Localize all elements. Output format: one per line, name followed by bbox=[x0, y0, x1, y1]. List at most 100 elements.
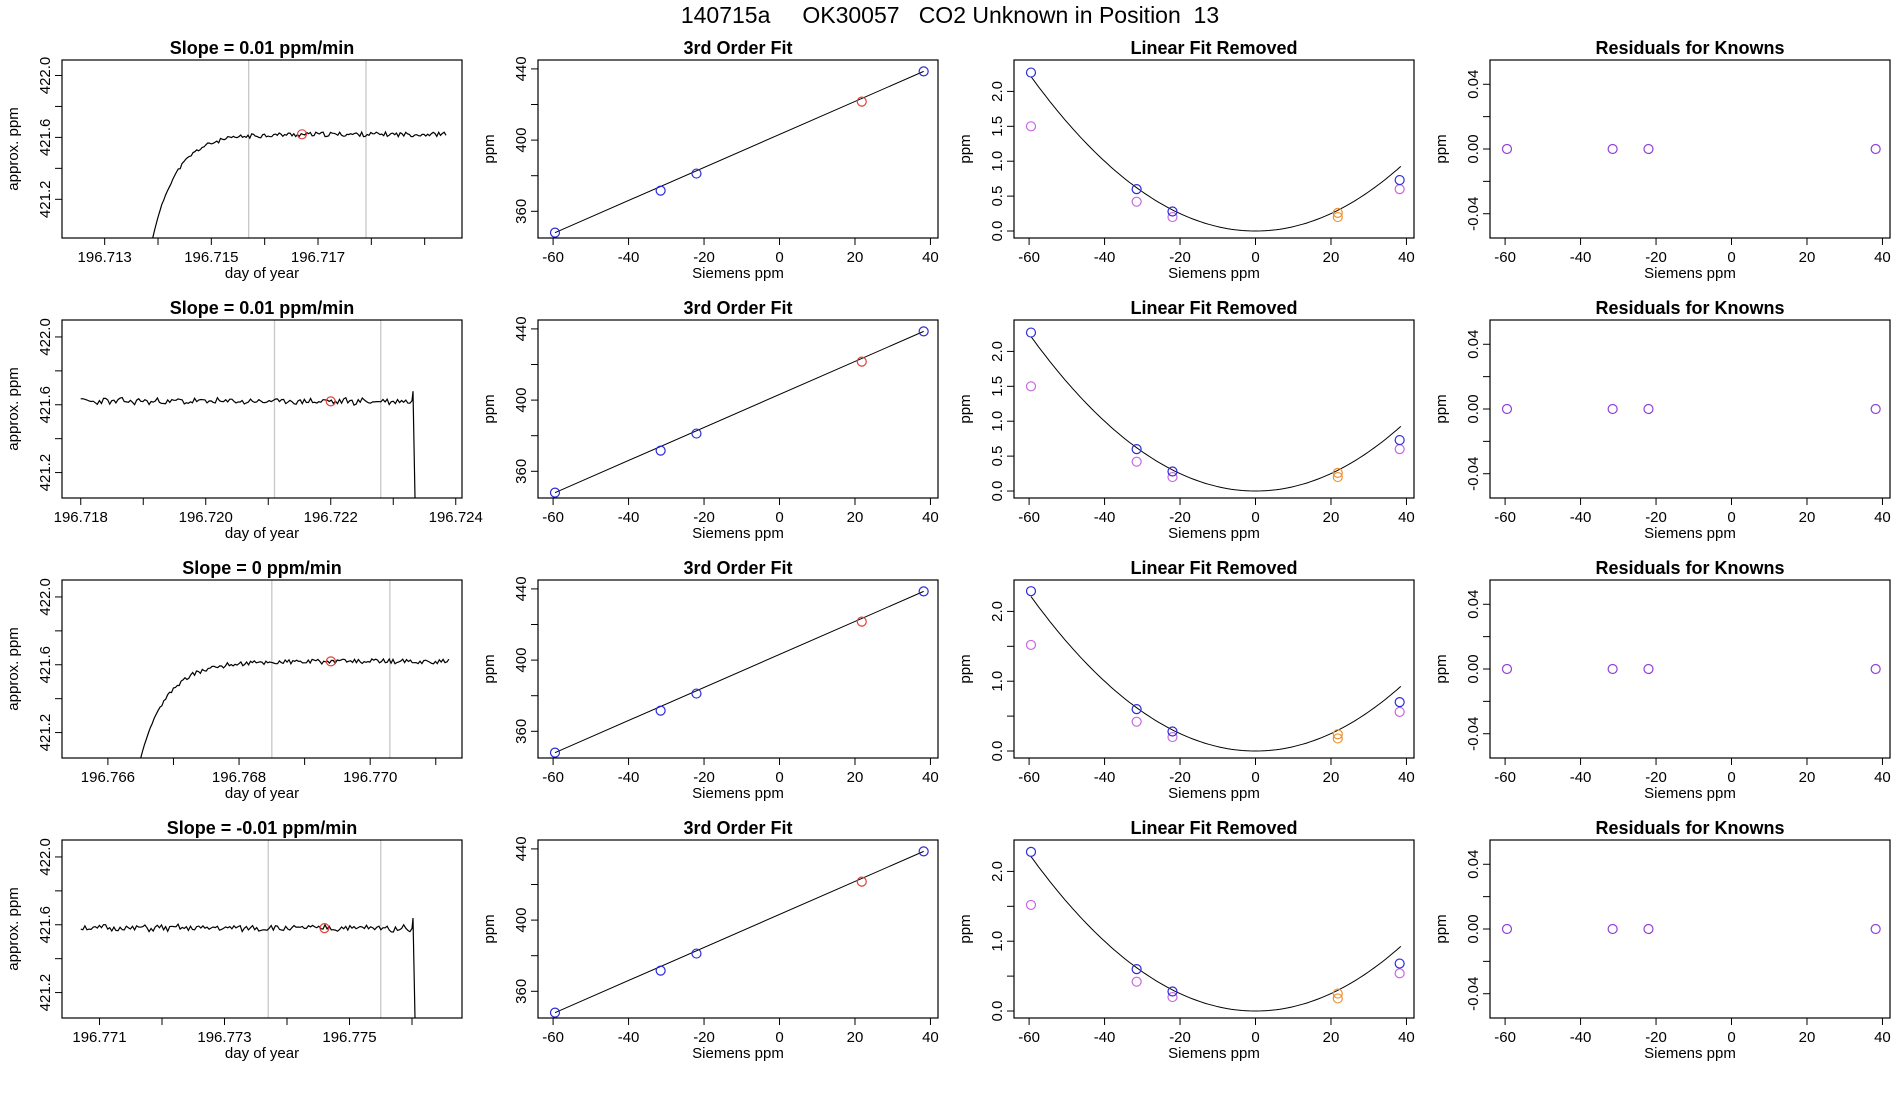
x-tick-label: 0 bbox=[775, 1029, 783, 1046]
x-tick-label: 0 bbox=[1251, 509, 1259, 526]
x-axis-label: Siemens ppm bbox=[692, 525, 784, 542]
removed-point bbox=[1167, 991, 1178, 1003]
x-tick-label: 196.724 bbox=[429, 509, 483, 526]
plot-frame bbox=[1489, 59, 1891, 239]
x-axis-label: day of year bbox=[225, 1045, 299, 1062]
plot-frame bbox=[1489, 579, 1891, 759]
x-axis-label: day of year bbox=[225, 785, 299, 802]
x-tick-label: -60 bbox=[542, 769, 564, 786]
x-tick-label: 40 bbox=[1398, 509, 1415, 526]
x-axis-label: Siemens ppm bbox=[1168, 265, 1260, 282]
residual-point bbox=[1643, 143, 1654, 155]
panel-r2-lin: Linear Fit Removed -60 -40 -20 0 20 40 0.0 0.5 1.… bbox=[957, 298, 1415, 542]
y-tick-label: 2.0 bbox=[989, 81, 1006, 102]
y-tick-label: 360 bbox=[513, 979, 530, 1004]
panel-r4-res: Residuals for Knowns -60 -40 -20 0 20 40 -0.04 0… bbox=[1433, 818, 1891, 1062]
plot-area bbox=[549, 326, 929, 498]
removed-point bbox=[1167, 471, 1178, 483]
data-trace bbox=[140, 657, 450, 758]
known-point bbox=[549, 747, 561, 758]
y-tick-label: 0.5 bbox=[989, 186, 1006, 207]
x-tick-label: -40 bbox=[618, 1029, 640, 1046]
sample-marker bbox=[325, 656, 336, 667]
known-point bbox=[549, 487, 561, 498]
y-axis-label: ppm bbox=[1433, 654, 1450, 683]
panel-title: 3rd Order Fit bbox=[683, 818, 792, 838]
x-tick-label: 20 bbox=[847, 249, 864, 266]
known-point bbox=[1167, 466, 1178, 477]
fit-curve bbox=[1030, 856, 1402, 1012]
residual-point bbox=[1870, 143, 1881, 155]
removed-point bbox=[1025, 639, 1037, 651]
x-tick-label: -40 bbox=[618, 509, 640, 526]
sample-point bbox=[856, 876, 867, 887]
x-tick-label: 0 bbox=[775, 249, 783, 266]
y-tick-label: 0.0 bbox=[989, 1001, 1006, 1022]
y-axis-label: ppm bbox=[481, 654, 498, 683]
x-axis-label: Siemens ppm bbox=[1168, 525, 1260, 542]
x-tick-label: -40 bbox=[1570, 249, 1592, 266]
residual-point bbox=[1501, 403, 1513, 415]
panel-title: 3rd Order Fit bbox=[683, 38, 792, 58]
plot-area bbox=[1501, 923, 1881, 935]
panel-title: 3rd Order Fit bbox=[683, 298, 792, 318]
x-tick-label: 196.775 bbox=[322, 1029, 376, 1046]
x-tick-label: 196.715 bbox=[184, 249, 238, 266]
removed-point bbox=[1131, 196, 1142, 207]
x-tick-label: -20 bbox=[693, 1029, 715, 1046]
y-tick-label: 0.00 bbox=[1465, 654, 1482, 683]
y-axis-label: ppm bbox=[481, 394, 498, 423]
y-tick-label: 1.0 bbox=[989, 151, 1006, 172]
y-tick-label: 440 bbox=[513, 56, 530, 81]
residual-point bbox=[1643, 403, 1654, 415]
sample-point bbox=[856, 616, 867, 627]
x-tick-label: 40 bbox=[1874, 249, 1891, 266]
plot-frame bbox=[1013, 319, 1415, 499]
known-point bbox=[918, 586, 929, 597]
x-tick-label: 20 bbox=[1799, 249, 1816, 266]
x-tick-label: 0 bbox=[775, 769, 783, 786]
x-tick-label: -40 bbox=[1094, 509, 1116, 526]
residual-point bbox=[1643, 663, 1654, 675]
y-tick-label: -0.04 bbox=[1465, 717, 1482, 751]
panel-title: Linear Fit Removed bbox=[1130, 38, 1297, 58]
y-tick-label: 400 bbox=[513, 908, 530, 933]
y-tick-label: 400 bbox=[513, 128, 530, 153]
sample-point bbox=[856, 356, 867, 367]
y-tick-label: -0.04 bbox=[1465, 977, 1482, 1011]
panel-title: Slope = 0 ppm/min bbox=[182, 558, 342, 578]
y-tick-label: 400 bbox=[513, 388, 530, 413]
y-axis-label: ppm bbox=[481, 914, 498, 943]
data-trace bbox=[152, 130, 447, 238]
x-axis-label: Siemens ppm bbox=[1644, 1045, 1736, 1062]
y-axis-label: approx. ppm bbox=[5, 367, 22, 450]
y-tick-label: 1.0 bbox=[989, 671, 1006, 692]
plot-area bbox=[1501, 143, 1881, 155]
y-axis-label: approx. ppm bbox=[5, 107, 22, 190]
y-axis-label: ppm bbox=[1433, 134, 1450, 163]
plot-frame bbox=[1013, 839, 1415, 1019]
data-trace bbox=[80, 391, 416, 498]
x-tick-label: -60 bbox=[542, 1029, 564, 1046]
x-tick-label: 0 bbox=[775, 509, 783, 526]
fit-curve bbox=[1030, 336, 1402, 492]
x-tick-label: -20 bbox=[1645, 509, 1667, 526]
y-axis-label: ppm bbox=[957, 394, 974, 423]
residual-point bbox=[1643, 923, 1654, 935]
removed-point bbox=[1025, 121, 1037, 132]
x-tick-label: 196.722 bbox=[304, 509, 358, 526]
residual-point bbox=[1870, 403, 1881, 415]
x-tick-label: 20 bbox=[1323, 509, 1340, 526]
x-tick-label: 196.768 bbox=[212, 769, 266, 786]
y-tick-label: 421.2 bbox=[37, 974, 54, 1012]
panel-title: Residuals for Knowns bbox=[1595, 818, 1784, 838]
y-tick-label: -0.04 bbox=[1465, 197, 1482, 231]
x-axis-label: Siemens ppm bbox=[692, 785, 784, 802]
x-tick-label: 40 bbox=[1874, 769, 1891, 786]
x-tick-label: 20 bbox=[847, 1029, 864, 1046]
known-point bbox=[1131, 184, 1142, 195]
x-tick-label: -20 bbox=[1645, 769, 1667, 786]
known-point bbox=[1025, 846, 1037, 857]
y-tick-label: 440 bbox=[513, 576, 530, 601]
x-tick-label: -20 bbox=[1169, 769, 1191, 786]
